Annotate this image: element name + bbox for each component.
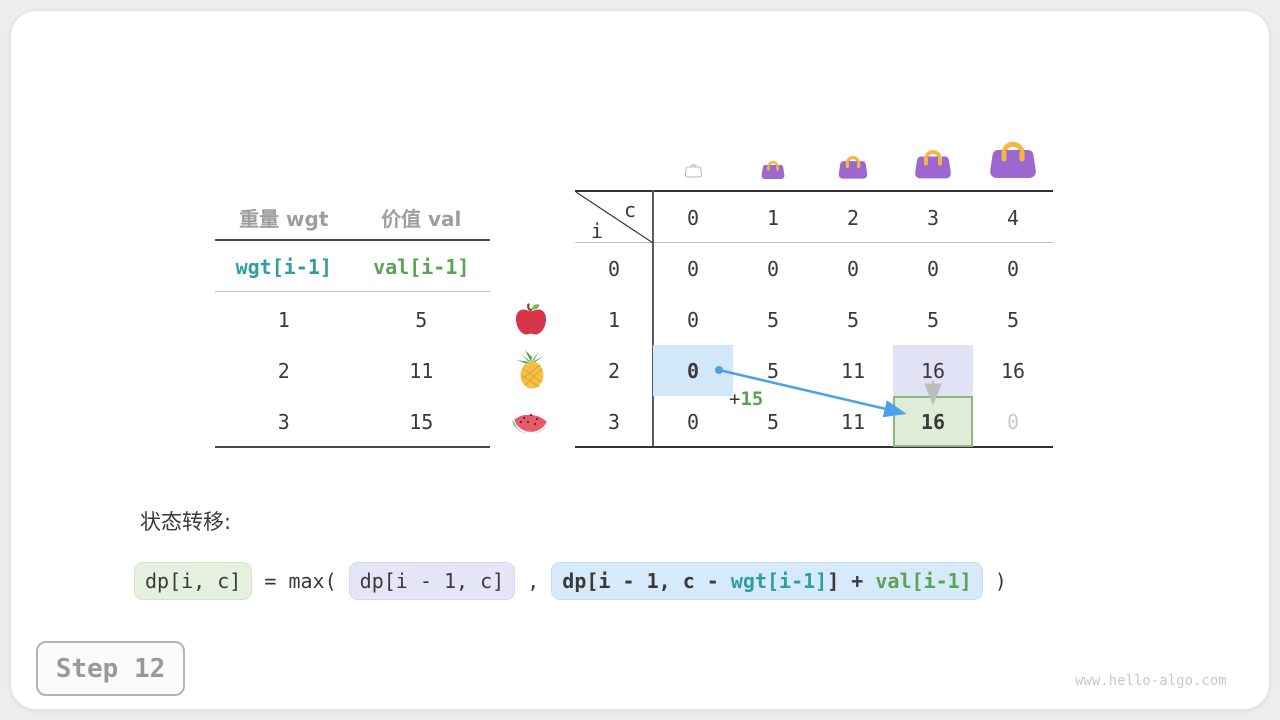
item-weight: 3	[277, 409, 290, 434]
formula-arg2-box: dp[i - 1, c - wgt[i-1]] + val[i-1]	[551, 562, 983, 600]
item-value: 5	[415, 307, 428, 332]
row-header: 1	[607, 307, 621, 332]
dp-cell: 5	[926, 307, 940, 332]
dp-cell: 0	[686, 409, 700, 434]
dp-cell: 5	[1006, 307, 1020, 332]
item-value: 11	[409, 358, 434, 383]
formula-arg1-box: dp[i - 1, c]	[348, 562, 516, 600]
formula-max-open: max(	[288, 569, 349, 593]
dp-cell: 0	[686, 307, 700, 332]
val-var-label: val[i-1]	[373, 255, 470, 279]
formula-close-paren: )	[982, 569, 1007, 593]
value-column-header: 价值 val	[381, 206, 462, 231]
pineapple-icon	[511, 348, 551, 390]
formula-lhs-box: dp[i, c]	[134, 562, 253, 600]
dp-col-headers: 0 1 2 3 4	[653, 192, 1053, 243]
dp-cell: 5	[766, 409, 780, 434]
arg2-dp-part: dp[i - 1, c -	[562, 569, 731, 593]
items-table-body: 1 5 2 11 3 15	[215, 294, 490, 447]
items-table-header: 重量 wgt 价值 val	[215, 196, 490, 238]
dp-cell: 5	[846, 307, 860, 332]
formula-equals: =	[252, 569, 289, 593]
items-table-mid-rule	[215, 291, 490, 292]
added-value: 15	[740, 388, 764, 410]
step-badge: Step 12	[36, 641, 185, 696]
dp-table-header-rule	[575, 242, 1053, 243]
row-header: 2	[607, 358, 621, 383]
bag-icon-small	[761, 157, 785, 180]
apple-icon	[514, 301, 548, 337]
items-table-bottom-rule	[215, 446, 490, 448]
dp-cell: 0	[1006, 256, 1020, 281]
dp-table-bottom-rule	[575, 446, 1053, 448]
plus-sign: +	[729, 388, 741, 410]
item-weight: 2	[277, 358, 290, 383]
dp-cell-target-highlight: 16	[893, 396, 973, 447]
ghost-bag-icon	[685, 161, 702, 178]
col-var-label: c	[624, 198, 637, 222]
dp-cell: 0	[1006, 409, 1020, 434]
dp-table-vertical-rule	[652, 190, 654, 448]
col-header: 0	[686, 205, 700, 230]
arg2-bracket-plus: ] +	[827, 569, 876, 593]
col-header: 4	[1006, 205, 1020, 230]
arg2-val-part: val[i-1]	[875, 569, 972, 593]
add-value-annotation: +15	[729, 388, 763, 410]
items-table-top-rule	[215, 239, 490, 241]
transition-section-label: 状态转移:	[140, 510, 232, 534]
dp-row-headers: 0 1 2 3	[575, 243, 653, 447]
formula-comma: ,	[515, 569, 552, 593]
dp-table-top-rule	[575, 190, 1053, 192]
dp-cell: 5	[766, 307, 780, 332]
bag-icon-medium	[838, 151, 868, 180]
dp-cell-source-highlight: 0	[653, 345, 733, 396]
col-header: 2	[846, 205, 860, 230]
bag-icon-xlarge	[989, 134, 1037, 180]
transition-formula: dp[i, c] = max( dp[i - 1, c] , dp[i - 1,…	[134, 560, 1007, 602]
row-header: 0	[607, 256, 621, 281]
dp-cell: 11	[840, 409, 866, 434]
watermark-url: www.hello-algo.com	[1075, 673, 1227, 689]
item-value: 15	[409, 409, 434, 434]
col-header: 3	[926, 205, 940, 230]
dp-cell: 0	[846, 256, 860, 281]
dp-cell: 11	[840, 358, 866, 383]
bag-icon-large	[914, 144, 952, 180]
row-var-label: i	[591, 219, 604, 243]
arg2-wgt-part: wgt[i-1]	[730, 569, 828, 593]
dp-grid: 0 0 0 0 0 0 5 5 5 5 0 5 11 16 16 0 5 11 …	[653, 243, 1053, 447]
col-header: 1	[766, 205, 780, 230]
dp-cell: 0	[766, 256, 780, 281]
item-weight: 1	[277, 307, 290, 332]
dp-cell-compare-highlight: 16	[893, 345, 973, 396]
row-header: 3	[607, 409, 621, 434]
watermelon-icon	[510, 404, 550, 438]
weight-column-header: 重量 wgt	[239, 206, 329, 231]
dp-cell: 0	[686, 256, 700, 281]
dp-cell: 16	[1000, 358, 1026, 383]
wgt-var-label: wgt[i-1]	[235, 255, 332, 279]
items-table-var-row: wgt[i-1] val[i-1]	[215, 243, 490, 291]
dp-cell: 0	[926, 256, 940, 281]
